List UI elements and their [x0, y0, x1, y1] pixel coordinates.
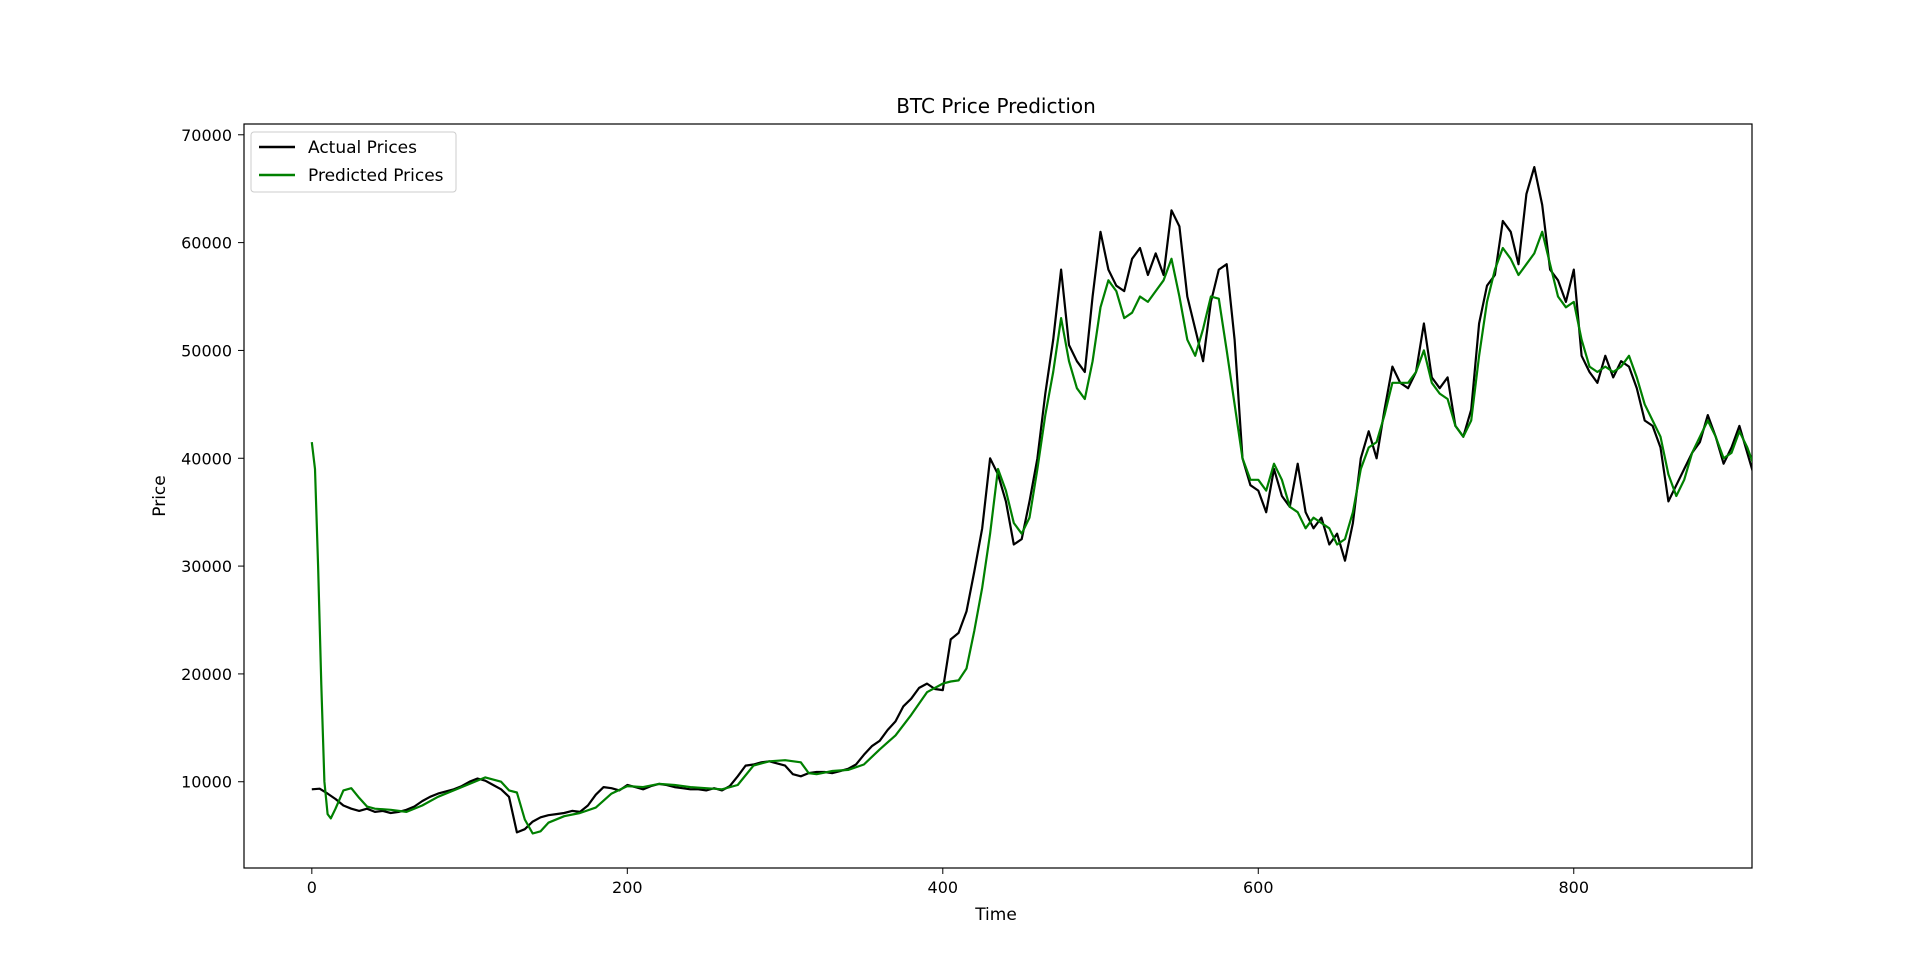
y-axis-label: Price — [150, 475, 170, 516]
predicted-prices-line — [310, 230, 1752, 835]
y-tick-label: 60000 — [181, 234, 232, 253]
y-tick-label: 70000 — [181, 126, 232, 145]
legend: Actual Prices Predicted Prices — [250, 131, 457, 193]
y-axis: 10000 20000 30000 40000 50000 60000 70000 — [181, 126, 244, 792]
x-tick-label: 800 — [1558, 878, 1589, 897]
x-axis: 0 200 400 600 800 — [307, 868, 1589, 897]
legend-box — [250, 131, 457, 193]
y-tick-label: 10000 — [181, 773, 232, 792]
series-layer — [310, 166, 1752, 835]
chart-title: BTC Price Prediction — [896, 94, 1096, 118]
y-tick-label: 50000 — [181, 341, 232, 360]
x-axis-label: Time — [974, 905, 1017, 925]
y-tick-label: 30000 — [181, 557, 232, 576]
plot-frame — [243, 123, 1753, 869]
x-tick-label: 200 — [612, 878, 643, 897]
x-tick-label: 600 — [1243, 878, 1274, 897]
x-tick-label: 400 — [928, 878, 959, 897]
actual-prices-line — [311, 166, 1752, 834]
legend-label-predicted: Predicted Prices — [308, 166, 444, 186]
legend-label-actual: Actual Prices — [308, 138, 417, 158]
y-tick-label: 20000 — [181, 665, 232, 684]
x-tick-label: 0 — [307, 878, 317, 897]
y-tick-label: 40000 — [181, 449, 232, 468]
